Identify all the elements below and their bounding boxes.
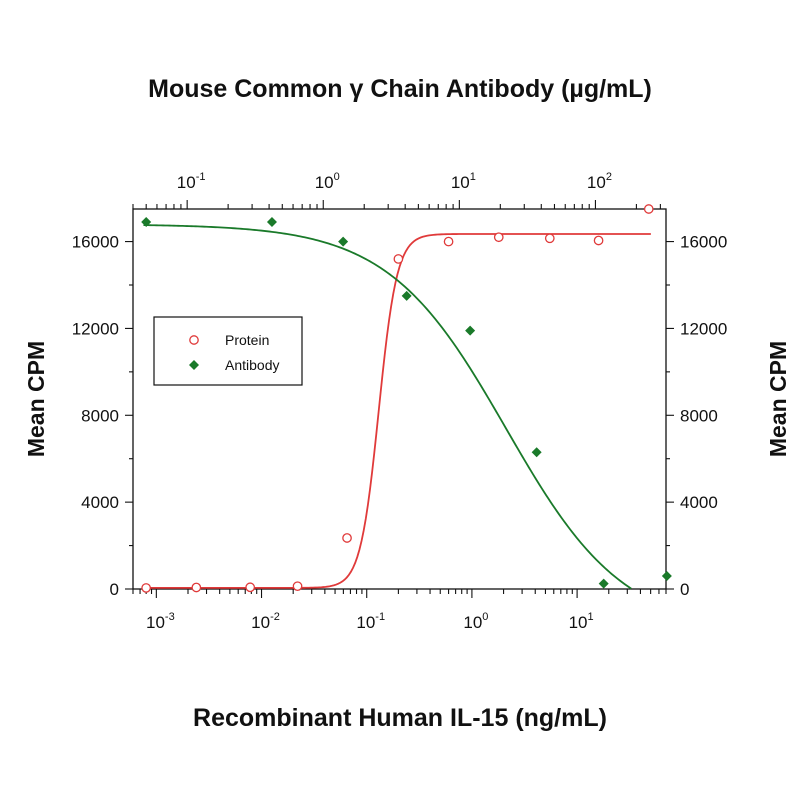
y-axis-ticks: 0 0 4000 4000 8000 8000 12000 12000 16000 16000	[72, 233, 728, 599]
data-point-protein	[393, 254, 404, 264]
data-point-antibody	[338, 236, 349, 247]
data-points	[141, 204, 672, 593]
legend-marker-protein	[189, 335, 199, 345]
y-tick-label-right: 4000	[680, 493, 718, 512]
top-tick-label: 100	[315, 171, 340, 192]
y-tick-label-right: 0	[680, 580, 689, 599]
fit-curve-antibody	[143, 224, 632, 590]
data-point-antibody	[401, 290, 412, 301]
data-point-protein	[245, 582, 256, 593]
data-point-antibody	[266, 217, 277, 228]
x-tick-label: 100	[463, 611, 488, 632]
y-tick-label-left: 0	[110, 580, 119, 599]
plot-frame	[132, 208, 667, 590]
y-tick-label-left: 8000	[81, 406, 119, 425]
data-point-antibody	[531, 447, 542, 458]
fit-curves	[143, 224, 651, 590]
legend: Protein Antibody	[153, 316, 303, 386]
data-point-protein	[593, 235, 604, 246]
data-point-antibody	[598, 578, 609, 589]
top-tick-label: 101	[451, 171, 476, 192]
top-axis-ticks: 10-1 100 101 102	[132, 171, 661, 209]
x-tick-label: 101	[569, 611, 594, 632]
x-tick-label: 10-1	[356, 611, 385, 632]
legend-marker-antibody	[189, 360, 199, 370]
fit-curve-protein	[144, 233, 651, 589]
data-point-protein	[292, 581, 303, 592]
x-tick-label: 10-2	[251, 611, 280, 632]
top-tick-label: 10-1	[177, 171, 206, 192]
y-tick-label-right: 16000	[680, 233, 727, 252]
data-point-protein	[544, 233, 555, 244]
y-tick-label-right: 8000	[680, 406, 718, 425]
legend-label-antibody: Antibody	[225, 357, 279, 373]
y-tick-label-left: 16000	[72, 233, 119, 252]
data-point-protein	[493, 232, 504, 243]
data-point-antibody	[661, 570, 672, 581]
x-tick-label: 10-3	[146, 611, 175, 632]
chart-title: Mouse Common γ Chain Antibody (µg/mL)	[148, 75, 652, 103]
top-tick-label: 102	[587, 171, 612, 192]
y-axis-label-right: Mean CPM	[765, 341, 791, 457]
y-tick-label-left: 4000	[81, 493, 119, 512]
y-tick-label-left: 12000	[72, 319, 119, 338]
data-point-protein	[443, 236, 454, 247]
legend-label-protein: Protein	[225, 332, 269, 348]
x-axis-ticks: 10-3 10-2 10-1 100 101	[132, 589, 667, 632]
y-axis-label-left: Mean CPM	[23, 341, 49, 457]
y-tick-label-right: 12000	[680, 319, 727, 338]
legend-box	[153, 316, 303, 386]
data-point-protein	[643, 204, 654, 214]
data-point-antibody	[141, 217, 152, 228]
data-point-protein	[141, 583, 151, 593]
data-point-antibody	[465, 325, 476, 336]
data-point-protein	[191, 582, 202, 593]
x-axis-label: Recombinant Human IL-15 (ng/mL)	[193, 704, 607, 732]
data-point-protein	[342, 533, 352, 543]
